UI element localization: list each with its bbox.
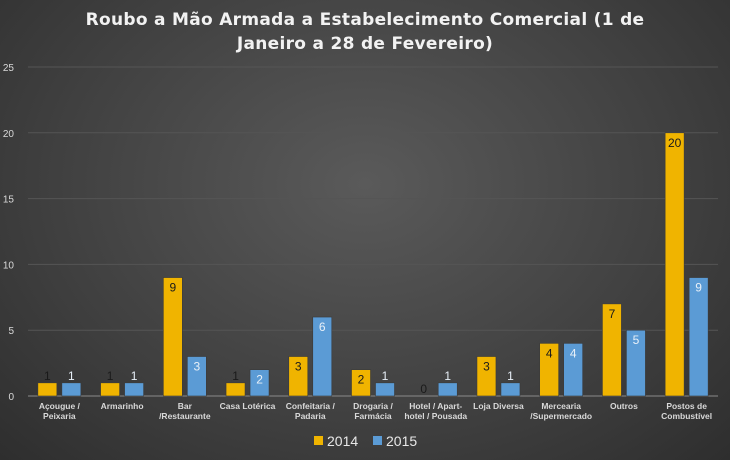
data-label-2014: 1	[44, 369, 51, 383]
bar-2014	[100, 382, 120, 397]
data-label-2014: 4	[546, 346, 553, 360]
x-tick-label: /Supermercado	[530, 411, 592, 421]
legend-swatch-2014	[314, 436, 323, 445]
x-tick-label: Confeitaria /	[286, 401, 336, 411]
x-tick-label: Postos de	[666, 401, 707, 411]
bar-2015	[563, 343, 583, 397]
data-label-2015: 5	[633, 333, 640, 347]
y-tick-label: 15	[3, 195, 15, 206]
x-tick-label: Drogaria /	[353, 401, 393, 411]
data-label-2015: 3	[193, 360, 200, 374]
bar-2014	[163, 277, 183, 397]
x-tick-label: Casa Lotérica	[220, 401, 276, 411]
bar-2015	[626, 329, 646, 397]
data-label-2015: 1	[382, 369, 389, 383]
y-tick-label: 5	[8, 326, 14, 337]
data-label-2014: 20	[668, 136, 682, 150]
bar-2015	[437, 382, 458, 397]
bar-2014	[602, 303, 622, 397]
bar-2015	[124, 382, 144, 397]
chart-title: Roubo a Mão Armada a Estabelecimento Com…	[0, 8, 730, 56]
bar-2014	[476, 356, 497, 397]
legend-label-2015: 2015	[386, 433, 417, 449]
x-tick-label: Bar	[178, 401, 193, 411]
bar-2014	[664, 132, 685, 397]
x-tick-label: Combustível	[661, 411, 712, 421]
data-label-2015: 2	[256, 373, 263, 387]
data-label-2015: 9	[695, 281, 702, 295]
x-tick-label: hotel / Pousada	[404, 411, 467, 421]
data-label-2015: 1	[507, 369, 514, 383]
data-label-2014: 2	[358, 373, 365, 387]
data-label-2014: 1	[107, 369, 114, 383]
x-tick-label: Loja Diversa	[473, 401, 524, 411]
bar-2015	[500, 382, 521, 397]
bar-2014	[37, 382, 58, 397]
y-tick-label: 25	[3, 63, 15, 74]
bar-2014	[225, 382, 246, 397]
data-label-2014: 7	[609, 307, 616, 321]
bar-2014	[351, 369, 371, 397]
data-label-2015: 1	[444, 369, 451, 383]
data-label-2015: 6	[319, 320, 326, 334]
legend-swatch-2015	[373, 436, 382, 445]
x-tick-label: Outros	[610, 401, 638, 411]
chart-title-line1: Roubo a Mão Armada a Estabelecimento Com…	[85, 10, 645, 30]
x-tick-label: Armarinho	[101, 401, 144, 411]
bar-2015	[375, 382, 395, 397]
data-label-2014: 1	[232, 369, 239, 383]
y-tick-label: 20	[3, 129, 15, 140]
x-tick-label: /Restaurante	[159, 411, 211, 421]
x-tick-label: Farmácia	[354, 411, 392, 421]
data-label-2014: 3	[295, 360, 302, 374]
x-tick-label: Padaria	[295, 411, 326, 421]
y-tick-label: 0	[8, 392, 14, 403]
data-label-2014: 9	[169, 281, 176, 295]
data-label-2015: 1	[131, 369, 138, 383]
x-tick-label: Peixaria	[43, 411, 76, 421]
data-label-2014: 3	[483, 360, 490, 374]
data-label-2015: 1	[68, 369, 75, 383]
y-tick-label: 10	[3, 260, 15, 271]
x-tick-label: Açougue /	[39, 401, 81, 411]
bar-2015	[187, 356, 207, 397]
bar-2014	[539, 343, 559, 397]
data-label-2015: 4	[570, 346, 577, 360]
x-tick-label: Hotel / Apart-	[409, 401, 462, 411]
data-label-2014: 0	[420, 382, 427, 396]
legend-label-2014: 2014	[327, 433, 358, 449]
bar-2015	[249, 369, 270, 397]
chart-title-line2: Janeiro a 28 de Fevereiro)	[236, 34, 494, 54]
bar-2015	[61, 382, 82, 397]
bar-2014	[288, 356, 309, 397]
bar-2015	[688, 277, 709, 397]
x-tick-label: Mercearia	[541, 401, 581, 411]
bar-2015	[312, 316, 333, 397]
